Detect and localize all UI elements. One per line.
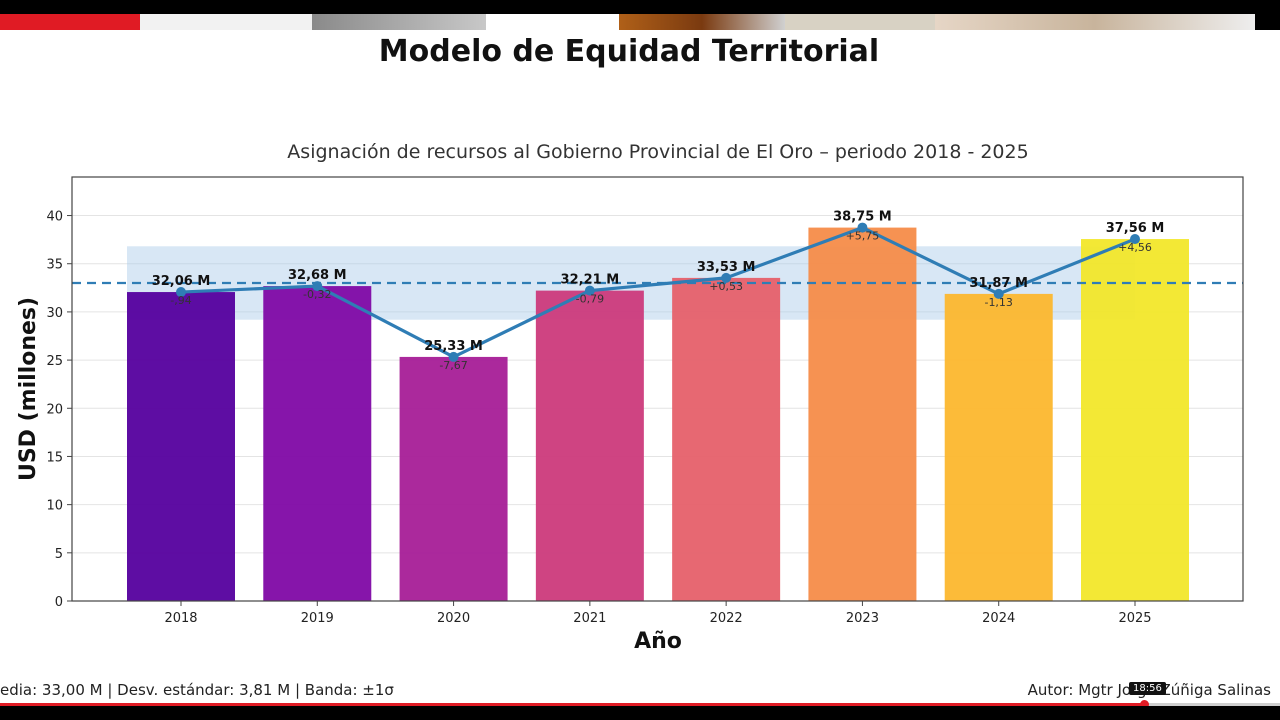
deviation-label: -,94 [170,294,191,307]
value-label: 32,21 M [561,273,620,288]
video-timestamp: 18:56 [1129,682,1166,695]
deviation-label: -1,13 [984,296,1012,309]
bar [1081,239,1189,602]
stats-footer: edia: 33,00 M | Desv. estándar: 3,81 M |… [0,681,394,699]
chart-title: Asignación de recursos al Gobierno Provi… [287,141,1028,163]
video-progress-bar[interactable] [0,700,1280,709]
video-scrubber-handle[interactable] [1140,700,1150,709]
bar [127,292,235,601]
x-tick-label: 2023 [846,611,879,626]
y-tick-label: 5 [55,547,63,562]
value-label: 25,33 M [424,339,483,354]
y-tick-label: 25 [46,354,63,369]
trend-line [180,225,1136,359]
plot-frame [71,176,1244,602]
video-progress-fill [0,703,1145,706]
x-tick-label: 2025 [1118,611,1151,626]
x-axis-label: Año [634,629,682,654]
deviation-label: -0,32 [303,288,331,301]
y-axis-label: USD (millones) [16,297,41,481]
value-label: 32,06 M [152,274,211,289]
y-tick-label: 10 [46,499,63,514]
trend-point [176,287,186,298]
bar [808,227,917,601]
deviation-label: -7,67 [439,359,467,372]
trend-point [312,281,323,292]
y-tick-label: 30 [46,306,63,321]
thumbnail-strip [0,14,1280,30]
trend-point [993,288,1004,299]
deviation-label: +5,75 [846,230,880,243]
thumbnail-1[interactable] [0,14,140,30]
x-tick-label: 2021 [573,611,606,626]
y-tick-label: 0 [55,595,63,610]
deviation-label: +0,53 [709,280,743,293]
deviation-label: +4,56 [1118,241,1152,254]
y-tick-label: 20 [46,402,63,417]
value-label: 32,68 M [288,268,347,283]
thumbnail-end [1255,14,1280,30]
bar [399,356,508,601]
bar-chart: Asignación de recursos al Gobierno Provi… [16,141,1244,654]
deviation-label: -0,79 [576,293,604,306]
x-tick-label: 2019 [301,611,334,626]
top-black-bar [0,0,1280,14]
x-tick-label: 2020 [437,611,470,626]
slide-title: Modelo de Equidad Territorial [378,34,880,69]
thumbnail-2[interactable] [140,14,312,30]
plot-area [72,177,1243,601]
value-label: 37,56 M [1106,221,1165,236]
value-label: 38,75 M [833,210,892,225]
x-tick-label: 2018 [164,611,197,626]
bar [263,286,372,601]
thumbnail-6[interactable] [785,14,935,30]
x-tick-label: 2022 [710,611,743,626]
bottom-black-bar [0,706,1280,720]
trend-point [857,222,868,233]
trend-point [721,272,732,283]
y-tick-label: 15 [46,450,63,465]
thumbnail-5[interactable] [619,14,785,30]
thumbnail-4[interactable] [486,14,619,30]
y-tick-label: 40 [46,210,63,225]
x-tick-label: 2024 [982,611,1015,626]
value-label: 31,87 M [969,276,1028,291]
thumbnail-7[interactable] [935,14,1255,30]
trend-point [1130,234,1140,245]
bar [535,290,644,601]
trend-point [448,351,459,362]
y-tick-label: 35 [46,258,63,273]
bar [944,293,1053,601]
value-label: 33,53 M [697,260,756,275]
trend-point [584,285,595,296]
thumbnail-3[interactable] [312,14,486,30]
bar [672,277,781,601]
